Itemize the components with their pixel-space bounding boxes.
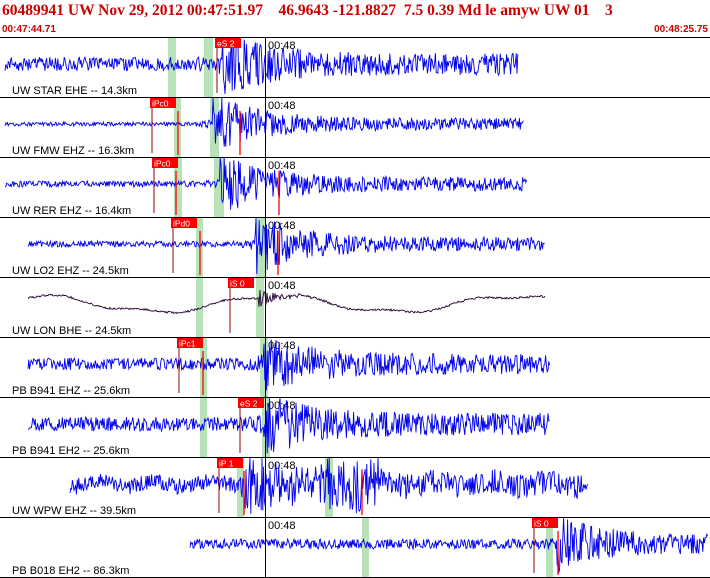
pick-label: iPc0 <box>152 99 169 109</box>
pick-label: iP 1 <box>219 459 234 469</box>
pick-label: iS 0 <box>230 279 245 289</box>
pick-label: eS 2 <box>217 39 235 49</box>
pick-label: iPd0 <box>173 219 190 229</box>
pick-flag[interactable] <box>215 38 241 48</box>
pick-label: iPc0 <box>154 159 171 169</box>
start-time: 00:47:44.71 <box>2 24 56 35</box>
pick-flag[interactable] <box>238 398 264 408</box>
channel-row[interactable]: 00:48 iS 0 UW LON BHE -- 24.5km <box>12 278 546 337</box>
pick-flag[interactable] <box>150 98 176 108</box>
time-window <box>260 338 268 397</box>
station-label: UW LON BHE -- 24.5km <box>12 325 131 337</box>
station-label: PB B018 EH2 -- 86.3km <box>12 565 129 577</box>
panel-dividers <box>0 37 710 578</box>
waveform-trace <box>189 517 709 573</box>
pick-label: eS 2 <box>240 399 258 409</box>
time-window <box>168 38 176 97</box>
waveform-trace <box>27 339 551 391</box>
pick-flag[interactable] <box>532 518 558 528</box>
channel-row[interactable]: 00:48 iPc0 UW FMW EHZ -- 16.3km <box>4 97 524 157</box>
channel-row[interactable]: 00:48 eS 2 UW STAR EHE -- 14.3km <box>4 37 519 97</box>
minute-label: 00:48 <box>268 160 296 172</box>
pick-label: iPc1 <box>179 339 196 349</box>
waveform-trace <box>69 457 589 514</box>
pick-flag[interactable] <box>152 158 178 168</box>
station-label: UW WPW EHZ -- 39.5km <box>12 505 136 517</box>
station-label: UW FMW EHZ -- 16.3km <box>12 145 134 157</box>
minute-label: 00:48 <box>268 400 296 412</box>
minute-label: 00:48 <box>268 280 296 292</box>
minute-label: 00:48 <box>268 460 296 472</box>
station-label: PB B941 EH2 -- 25.6km <box>12 445 129 457</box>
waveform-trace <box>4 157 528 210</box>
time-window <box>174 158 182 217</box>
time-window <box>546 518 553 577</box>
station-label: UW RER EHZ -- 16.4km <box>12 205 131 217</box>
event-title: 60489941 UW Nov 29, 2012 00:47:51.97 46.… <box>2 2 613 19</box>
pick-flag[interactable] <box>177 338 203 348</box>
channel-row[interactable]: 00:48 iP 1 UW WPW EHZ -- 39.5km <box>12 457 589 517</box>
pick-flag[interactable] <box>217 458 243 468</box>
pick-flag[interactable] <box>228 278 254 288</box>
station-label: PB B941 EHZ -- 25.6km <box>12 385 130 397</box>
waveform-trace <box>27 290 546 315</box>
pick-label: iS 0 <box>534 519 549 529</box>
minute-label: 00:48 <box>268 40 296 52</box>
time-window <box>237 458 244 517</box>
waveform-trace <box>27 397 550 454</box>
station-label: UW STAR EHE -- 14.3km <box>12 85 137 97</box>
waveform-trace <box>27 217 545 275</box>
time-window <box>256 278 264 337</box>
minute-label: 00:48 <box>268 100 296 112</box>
end-time: 00:48:25.75 <box>654 24 708 35</box>
waveform-trace <box>4 97 524 147</box>
pick-flag[interactable] <box>171 218 197 228</box>
channel-row[interactable]: 00:48 iPc0 UW RER EHZ -- 16.4km <box>4 157 528 217</box>
station-label: UW LO2 EHZ -- 24.5km <box>12 265 129 277</box>
time-window <box>196 278 203 337</box>
time-window <box>214 158 224 217</box>
channel-row[interactable]: 00:48 iS 0 PB B018 EH2 -- 86.3km <box>12 517 709 577</box>
waveform-trace <box>4 37 519 95</box>
minute-label: 00:48 <box>268 520 296 532</box>
channel-row[interactable]: 00:48 eS 2 PB B941 EH2 -- 25.6km <box>12 397 550 457</box>
